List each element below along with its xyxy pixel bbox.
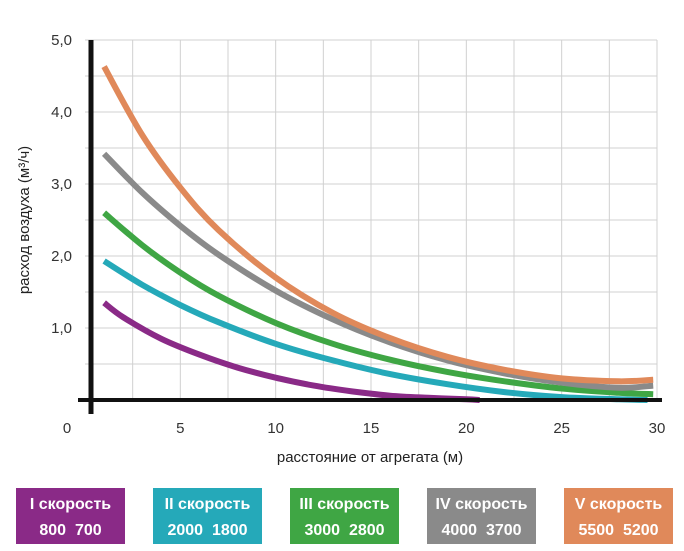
- legend-item-3: III скорость 3000 2800: [290, 488, 399, 544]
- legend-item-name: V скорость: [574, 496, 663, 513]
- y-tick-label: 2,0: [51, 248, 72, 265]
- legend-item-name: III скорость: [299, 496, 390, 513]
- legend-item-values: 5500 5200: [578, 522, 659, 539]
- legend-item-5: V скорость 5500 5200: [564, 488, 673, 544]
- legend-item-name: IV скорость: [435, 496, 528, 513]
- legend-item-values: 4000 3700: [441, 522, 522, 539]
- x-tick-label: 5: [176, 420, 184, 437]
- y-tick-label: 5,0: [51, 32, 72, 49]
- chart: 0 5 10 15 20 25 30 1,0 2,0 3,0 4,0 5,0 расстояние о…: [16, 32, 665, 466]
- series-line-1: [102, 300, 480, 403]
- x-tick-label: 10: [267, 420, 284, 437]
- y-tick-label: 4,0: [51, 104, 72, 121]
- legend: I скорость 800 700 II скорость 2000 1800 III…: [0, 488, 684, 544]
- series-line-2: [102, 258, 648, 403]
- x-axis-label: расстояние от агрегата (м): [277, 449, 463, 466]
- x-tick-label: 0: [63, 420, 71, 437]
- x-tick-label: 25: [553, 420, 570, 437]
- series-line-5: [101, 65, 654, 385]
- legend-item-2: II скорость 2000 1800: [153, 488, 262, 544]
- axes: [78, 40, 662, 414]
- legend-item-values: 800 700: [39, 522, 102, 539]
- legend-item-name: I скорость: [29, 496, 112, 513]
- legend-item-values: 3000 2800: [304, 522, 385, 539]
- x-tick-label: 30: [649, 420, 666, 437]
- series-line-3: [102, 210, 654, 398]
- tick-labels: 0 5 10 15 20 25 30 1,0 2,0 3,0 4,0 5,0: [51, 32, 665, 437]
- y-tick-label: 1,0: [51, 320, 72, 337]
- series-line-4: [101, 151, 654, 391]
- series-layer: [101, 65, 654, 403]
- legend-item-4: IV скорость 4000 3700: [427, 488, 536, 544]
- x-tick-label: 20: [458, 420, 475, 437]
- x-tick-label: 15: [363, 420, 380, 437]
- y-axis-label: расход воздуха (м³/ч): [16, 146, 33, 294]
- legend-item-1: I скорость 800 700: [16, 488, 125, 544]
- legend-item-name: II скорость: [164, 496, 251, 513]
- legend-item-values: 2000 1800: [167, 522, 248, 539]
- y-tick-label: 3,0: [51, 176, 72, 193]
